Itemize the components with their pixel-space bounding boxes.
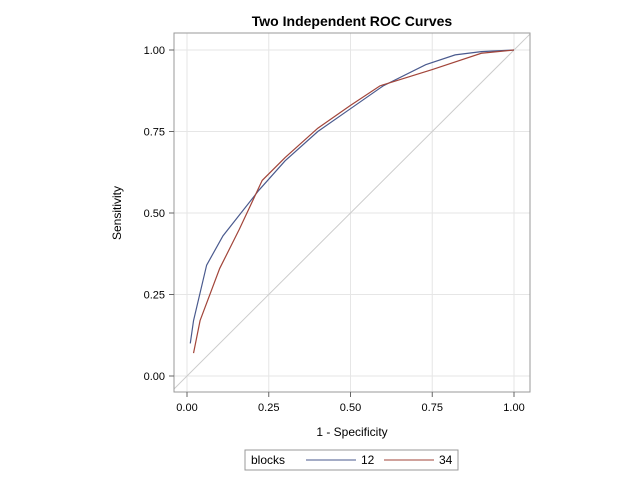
- y-tick-label: 0.75: [144, 127, 165, 139]
- y-axis-label: Sensitivity: [110, 186, 124, 240]
- legend-title: blocks: [251, 453, 285, 467]
- chart-title: Two Independent ROC Curves: [252, 13, 453, 29]
- x-tick-label: 0.75: [422, 402, 443, 414]
- legend: blocks 12 34: [244, 449, 459, 471]
- x-tick-label: 1.00: [503, 402, 524, 414]
- legend-label-34: 34: [439, 453, 453, 467]
- y-tick-label: 0.00: [144, 371, 165, 383]
- reference-diagonal: [173, 33, 531, 390]
- x-tick-label: 0.00: [176, 402, 197, 414]
- x-tick-label: 0.25: [258, 402, 279, 414]
- x-axis-label: 1 - Specificity: [316, 425, 387, 439]
- roc-curve-12: [189, 49, 515, 344]
- x-axis: 0.00 0.25 0.50 0.75 1.00: [176, 392, 525, 414]
- roc-curve-34: [192, 49, 515, 354]
- y-tick-label: 0.50: [144, 208, 165, 220]
- grid: [174, 33, 530, 392]
- x-tick-label: 0.50: [340, 402, 361, 414]
- series-group: [189, 49, 515, 354]
- y-axis: 0.00 0.25 0.50 0.75 1.00: [144, 45, 174, 383]
- legend-label-12: 12: [361, 453, 375, 467]
- y-tick-label: 1.00: [144, 45, 165, 57]
- y-tick-label: 0.25: [144, 290, 165, 302]
